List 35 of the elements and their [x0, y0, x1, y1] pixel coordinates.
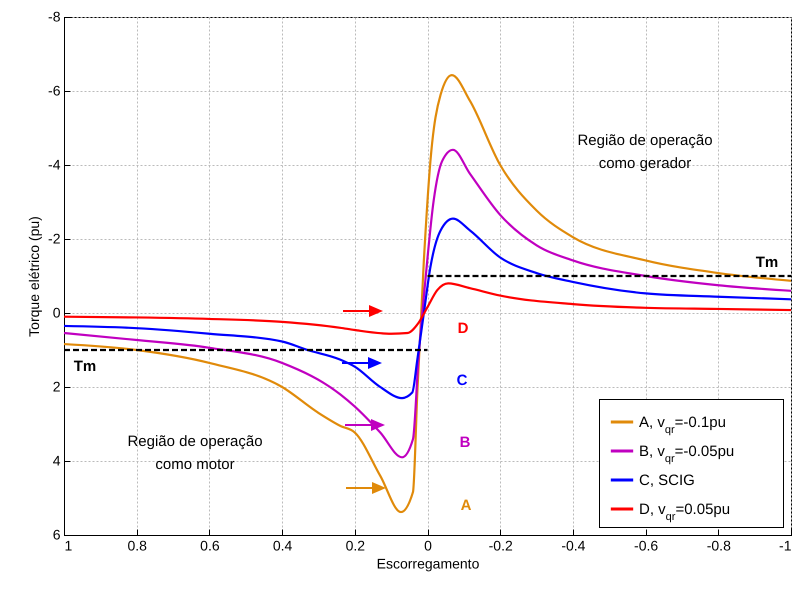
- annotation: A: [460, 497, 472, 514]
- x-tick-label: 0.4: [272, 538, 293, 554]
- annotation: C: [456, 372, 468, 389]
- x-tick-label: 1: [64, 538, 72, 554]
- annotation: Região de operação como motor: [127, 433, 263, 473]
- y-tick-label: 2: [52, 378, 61, 394]
- x-tick-label: 0.8: [127, 538, 148, 554]
- line-series: [62, 218, 792, 400]
- annotation: Tm: [756, 254, 778, 271]
- x-tick-label: -0.4: [561, 538, 586, 554]
- line-series: [62, 282, 792, 335]
- legend-label: D, v$_{qr}$=0.05pu: [639, 501, 730, 523]
- legend-label: A, v$_{qr}$=-0.1pu: [639, 414, 726, 436]
- legend-label: B, v$_{qr}$=-0.05pu: [639, 443, 734, 465]
- x-tick-label: -1: [779, 538, 792, 554]
- y-axis-title: Torque elétrico (pu): [26, 216, 42, 337]
- x-tick-label: 0: [424, 538, 432, 554]
- annotation: Região de operação como gerador: [577, 132, 713, 172]
- annotation: D: [458, 320, 469, 337]
- y-tick-label: -2: [48, 230, 61, 246]
- x-tick-label: -0.2: [488, 538, 513, 554]
- y-tick-label: 4: [52, 452, 61, 468]
- legend-label: C, SCIG: [639, 472, 695, 489]
- y-tick-label: -6: [48, 82, 61, 98]
- annotation: B: [460, 434, 471, 451]
- x-tick-label: -0.6: [634, 538, 658, 554]
- x-tick-label: 0.2: [346, 538, 366, 554]
- x-axis-title: Escorregamento: [376, 556, 480, 572]
- y-tick-label: 0: [52, 304, 61, 320]
- x-tick-label: 0.6: [200, 538, 220, 554]
- y-tick-label: -8: [48, 8, 61, 24]
- y-tick-label: -4: [48, 156, 61, 172]
- x-tick-label: -0.8: [706, 538, 732, 554]
- annotation: Tm: [74, 358, 96, 375]
- y-tick-label: 6: [52, 526, 61, 542]
